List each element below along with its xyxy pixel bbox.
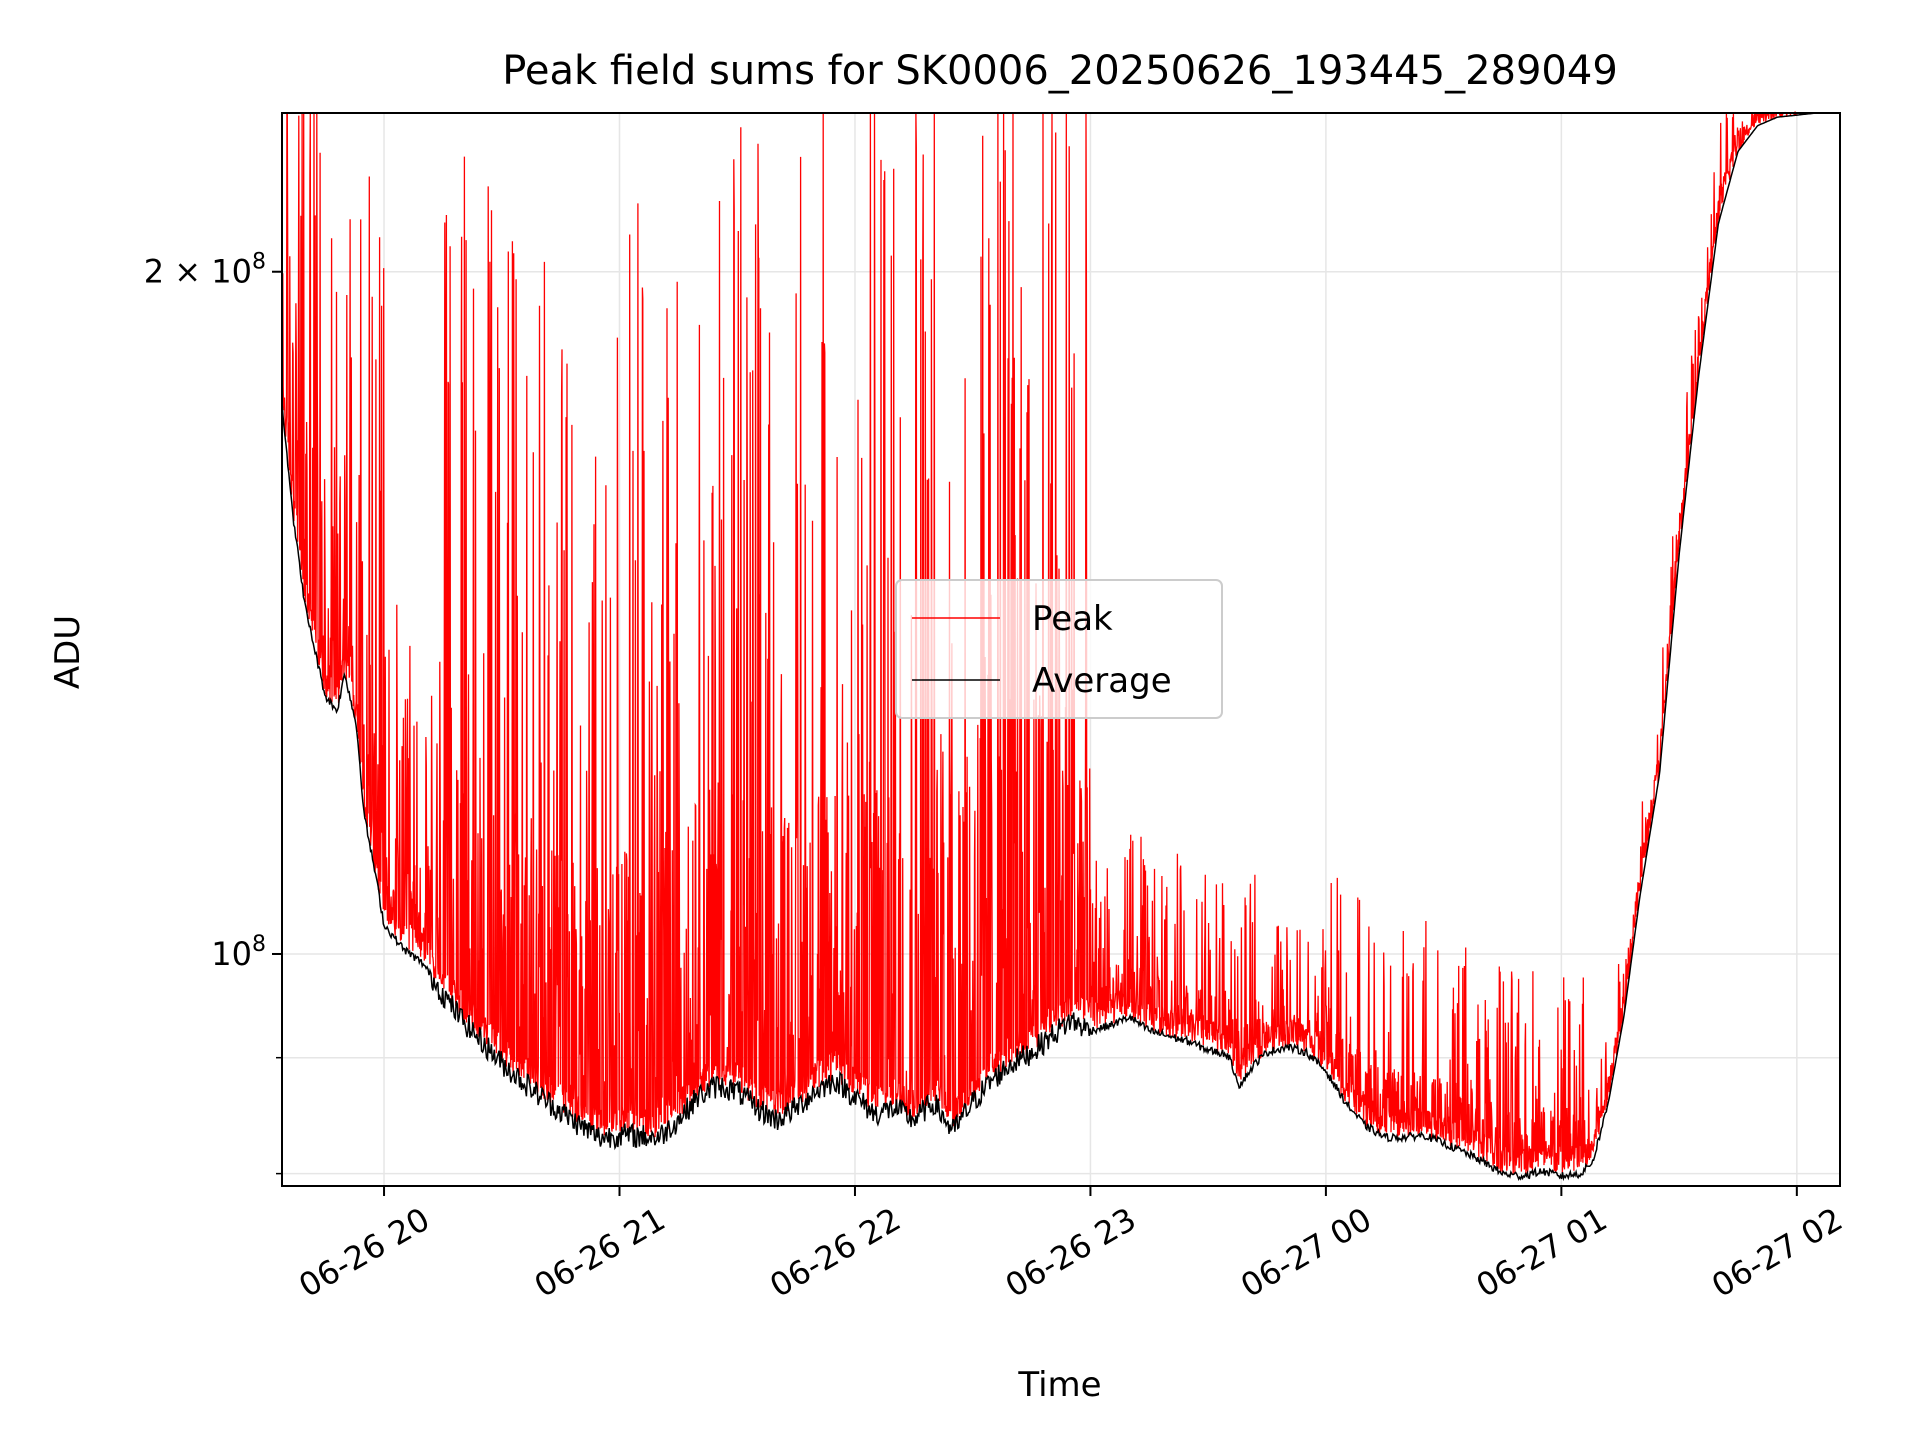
legend-box [895,579,1223,719]
legend-average-label: Average [1032,661,1172,701]
series-average-line [281,112,1840,1182]
series-peak-line [281,110,1840,1175]
legend: Peak Average [895,579,1223,719]
y-axis-label: ADU [48,615,88,689]
legend-peak-label: Peak [1032,599,1113,639]
y-tick-label: 108 [211,932,266,973]
plot-frame [281,112,1841,1187]
chart-title: Peak field sums for SK0006_20250626_1934… [502,48,1618,94]
y-tick-label: 2 × 108 [144,250,266,291]
plot-area [281,110,1840,1182]
x-axis-label: Time [1017,1365,1101,1405]
